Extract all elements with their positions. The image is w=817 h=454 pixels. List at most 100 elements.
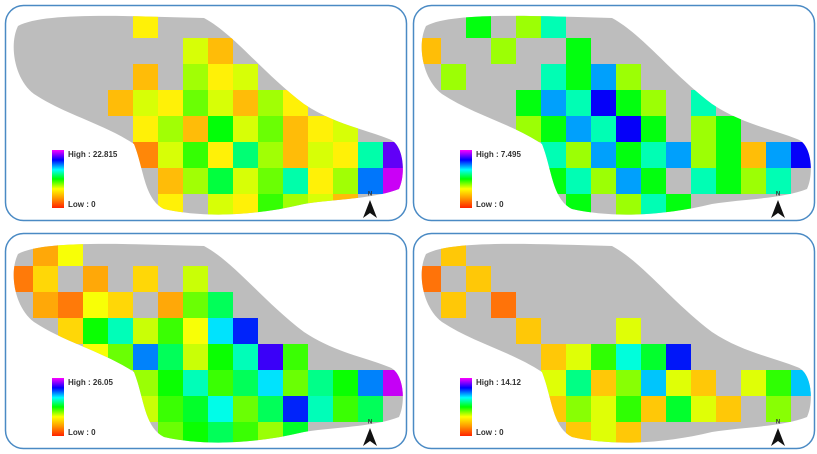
grid-cell	[716, 116, 741, 142]
grid-cell	[208, 194, 233, 215]
grid-cell	[691, 168, 716, 194]
grid-cell	[591, 168, 616, 194]
grid-cell	[791, 142, 811, 168]
grid-cell	[83, 318, 108, 344]
grid-cell	[716, 168, 741, 194]
grid-cell	[541, 90, 566, 116]
grid-cell	[591, 142, 616, 168]
grid-cell	[233, 64, 258, 90]
grid-cell	[566, 344, 591, 370]
legend-low: Low : 0	[476, 200, 504, 209]
grid-cell	[641, 142, 666, 168]
grid-cell	[308, 142, 333, 168]
grid-cell	[441, 243, 466, 266]
grid-cell	[616, 90, 641, 116]
grid-cell	[641, 344, 666, 370]
grid-cell	[641, 116, 666, 142]
grid-cell	[158, 168, 183, 194]
grid-cell	[158, 116, 183, 142]
grid-cell	[183, 344, 208, 370]
grid-cell	[308, 396, 333, 422]
grid-cell	[333, 396, 358, 422]
grid-cell	[283, 116, 308, 142]
grid-cell	[183, 370, 208, 396]
grid-cell	[566, 90, 591, 116]
cells	[421, 243, 811, 443]
grid-cell	[133, 116, 158, 142]
grid-cell	[258, 422, 283, 443]
grid-cell	[133, 64, 158, 90]
grid-cell	[158, 90, 183, 116]
grid-cell	[208, 292, 233, 318]
grid-cell	[641, 194, 666, 215]
grid-cell	[641, 90, 666, 116]
grid-cell	[441, 64, 466, 90]
grid-cell	[691, 142, 716, 168]
grid-cell	[108, 90, 133, 116]
grid-cell	[258, 370, 283, 396]
grid-cell	[158, 370, 183, 396]
grid-cell	[233, 344, 258, 370]
grid-cell	[33, 292, 58, 318]
grid-cell	[741, 168, 766, 194]
grid-cell	[208, 370, 233, 396]
map-panel: High : 22.815 Low : 0 N	[4, 4, 408, 222]
grid-cell	[666, 396, 691, 422]
legend-high: High : 26.05	[68, 378, 113, 387]
grid-cell	[183, 422, 208, 443]
cells	[421, 15, 811, 215]
grid-cell	[616, 64, 641, 90]
grid-cell	[421, 38, 441, 64]
grid-cell	[666, 370, 691, 396]
grid-cell	[591, 90, 616, 116]
grid-cell	[208, 344, 233, 370]
grid-cell	[591, 64, 616, 90]
grid-cell	[591, 396, 616, 422]
grid-cell	[183, 396, 208, 422]
grid-cell	[591, 370, 616, 396]
grid-cell	[158, 344, 183, 370]
grid-cell	[183, 90, 208, 116]
grid-cell	[308, 116, 333, 142]
grid-cell	[133, 266, 158, 292]
grid-cell	[666, 194, 691, 215]
grid-cell	[183, 64, 208, 90]
grid-cell	[616, 194, 641, 215]
grid-cell	[133, 318, 158, 344]
legend-high: High : 22.815	[68, 150, 118, 159]
grid-cell	[83, 266, 108, 292]
grid-cell	[491, 38, 516, 64]
grid-cell	[283, 344, 308, 370]
grid-cell	[33, 243, 58, 266]
grid-cell	[616, 396, 641, 422]
grid-cell	[283, 168, 308, 194]
grid-cell	[158, 292, 183, 318]
grid-cell	[566, 370, 591, 396]
grid-cell	[421, 266, 441, 292]
grid-cell	[566, 64, 591, 90]
grid-cell	[641, 370, 666, 396]
grid-cell	[233, 116, 258, 142]
grid-cell	[183, 38, 208, 64]
grid-cell	[208, 38, 233, 64]
north-arrow	[771, 200, 785, 218]
grid-cell	[566, 142, 591, 168]
grid-cell	[516, 318, 541, 344]
grid-cell	[383, 168, 403, 194]
grid-cell	[691, 116, 716, 142]
grid-cell	[158, 396, 183, 422]
grid-cell	[591, 422, 616, 443]
grid-cell	[208, 422, 233, 443]
grid-cell	[208, 168, 233, 194]
grid-cell	[616, 116, 641, 142]
north-label: N	[368, 420, 372, 426]
grid-cell	[233, 370, 258, 396]
grid-cell	[641, 396, 666, 422]
grid-cell	[691, 370, 716, 396]
grid-cell	[233, 142, 258, 168]
grid-cell	[441, 292, 466, 318]
grid-cell	[541, 116, 566, 142]
grid-cell	[541, 64, 566, 90]
grid-cell	[183, 168, 208, 194]
grid-cell	[516, 90, 541, 116]
